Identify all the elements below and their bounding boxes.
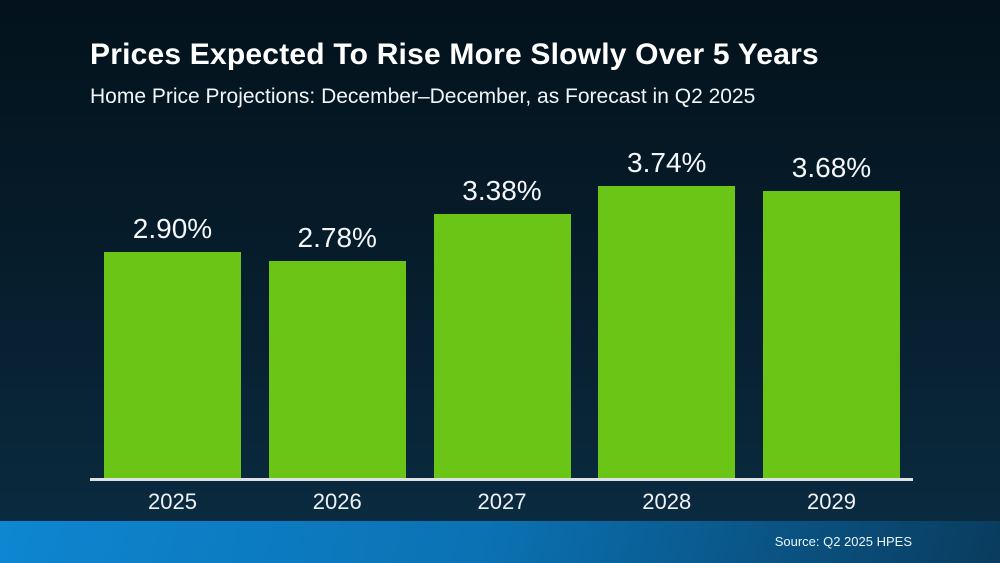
bar-category-label: 2025	[148, 489, 197, 514]
bar-category-label: 2028	[642, 489, 692, 514]
page-title: Prices Expected To Rise More Slowly Over…	[90, 38, 819, 71]
bar-value-label: 2.90%	[132, 213, 213, 244]
source-credit: Source: Q2 2025 HPES	[774, 534, 912, 549]
bar-2027	[433, 214, 571, 478]
bar-2029	[763, 191, 900, 478]
bar-value-label: 3.74%	[627, 147, 707, 178]
bar-value-label: 3.68%	[791, 152, 872, 183]
bar-2028	[598, 186, 736, 478]
bar-2025	[104, 252, 241, 478]
bar-category-label: 2029	[807, 489, 856, 514]
bar-value-label: 2.78%	[297, 222, 377, 253]
bar-category-label: 2027	[477, 489, 527, 514]
bar-category-label: 2026	[312, 489, 362, 514]
bar-2026	[268, 261, 406, 478]
page-subtitle: Home Price Projections: December–Decembe…	[90, 85, 756, 108]
footer-bar: Source: Q2 2025 HPES	[0, 521, 1000, 563]
bar-value-label: 3.38%	[462, 175, 542, 206]
x-axis-line	[90, 478, 913, 481]
